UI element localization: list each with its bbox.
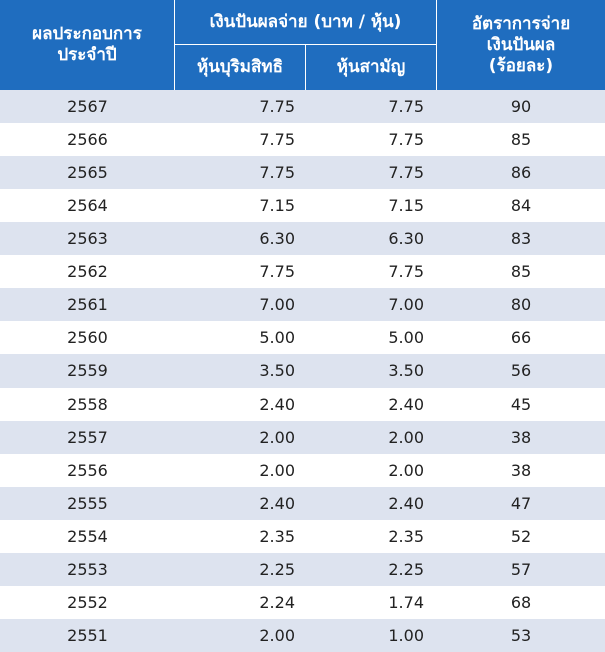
preferred-cell: 7.15 bbox=[259, 196, 295, 216]
table-row: 2564 7.15 7.15 84 bbox=[0, 189, 605, 222]
table-row: 2557 2.00 2.00 38 bbox=[0, 420, 605, 454]
common-cell: 7.15 bbox=[388, 196, 424, 216]
table-row: 2560 5.00 5.00 66 bbox=[0, 321, 605, 354]
common-cell: 7.00 bbox=[388, 295, 424, 315]
table-row: 2554 2.35 2.35 52 bbox=[0, 520, 605, 553]
table-row: 2566 7.75 7.75 85 bbox=[0, 123, 605, 156]
payout-cell: 57 bbox=[510, 559, 532, 579]
year-cell: 2555 bbox=[67, 493, 108, 513]
year-cell: 2563 bbox=[67, 229, 108, 249]
payout-cell: 83 bbox=[510, 229, 532, 249]
preferred-cell: 2.00 bbox=[259, 625, 295, 645]
preferred-cell: 2.00 bbox=[259, 460, 295, 480]
header-text: เงินปันผล bbox=[486, 34, 556, 55]
preferred-cell: 6.30 bbox=[259, 229, 295, 249]
preferred-cell: 7.75 bbox=[259, 130, 295, 150]
table-row: 2563 6.30 6.30 83 bbox=[0, 222, 605, 256]
table-row: 2567 7.75 7.75 90 bbox=[0, 90, 605, 124]
year-cell: 2564 bbox=[67, 196, 108, 216]
year-cell: 2553 bbox=[67, 559, 108, 579]
preferred-cell: 7.75 bbox=[259, 163, 295, 183]
header-text: (ร้อยละ) bbox=[488, 55, 554, 76]
common-cell: 7.75 bbox=[388, 262, 424, 282]
common-cell: 2.35 bbox=[388, 526, 424, 546]
payout-cell: 38 bbox=[510, 460, 532, 480]
common-cell: 2.40 bbox=[388, 493, 424, 513]
year-cell: 2565 bbox=[67, 163, 108, 183]
preferred-cell: 2.35 bbox=[259, 526, 295, 546]
table-row: 2558 2.40 2.40 45 bbox=[0, 388, 605, 421]
payout-cell: 47 bbox=[510, 493, 532, 513]
payout-cell: 52 bbox=[510, 526, 532, 546]
table-row: 2556 2.00 2.00 38 bbox=[0, 454, 605, 487]
common-cell: 1.00 bbox=[388, 625, 424, 645]
common-cell: 6.30 bbox=[388, 229, 424, 249]
preferred-cell: 2.24 bbox=[259, 592, 295, 612]
payout-cell: 84 bbox=[510, 196, 532, 216]
common-cell: 2.00 bbox=[388, 460, 424, 480]
year-cell: 2552 bbox=[67, 592, 108, 612]
common-cell: 7.75 bbox=[388, 130, 424, 150]
year-cell: 2556 bbox=[67, 460, 108, 480]
header-text: ประจำปี bbox=[57, 45, 117, 65]
table-row: 2559 3.50 3.50 56 bbox=[0, 354, 605, 388]
year-cell: 2559 bbox=[67, 361, 108, 381]
header-preferred: หุ้นบุริมสิทธิ bbox=[175, 45, 306, 90]
year-cell: 2562 bbox=[67, 262, 108, 282]
year-cell: 2551 bbox=[67, 625, 108, 645]
header-text: ผลประกอบการ bbox=[32, 24, 142, 44]
preferred-cell: 7.75 bbox=[259, 262, 295, 282]
table-row: 2565 7.75 7.75 86 bbox=[0, 156, 605, 190]
year-cell: 2560 bbox=[67, 328, 108, 348]
common-cell: 2.40 bbox=[388, 394, 424, 414]
common-cell: 1.74 bbox=[388, 592, 424, 612]
year-cell: 2554 bbox=[67, 526, 108, 546]
preferred-cell: 2.25 bbox=[259, 559, 295, 579]
payout-cell: 68 bbox=[510, 592, 532, 612]
table-row: 2553 2.25 2.25 57 bbox=[0, 552, 605, 586]
common-cell: 7.75 bbox=[388, 163, 424, 183]
common-cell: 5.00 bbox=[388, 328, 424, 348]
header-payout: อัตราการจ่าย เงินปันผล (ร้อยละ) bbox=[437, 0, 605, 90]
preferred-cell: 7.75 bbox=[259, 97, 295, 116]
header-common: หุ้นสามัญ bbox=[306, 45, 437, 90]
payout-cell: 38 bbox=[510, 427, 532, 447]
table-row: 2561 7.00 7.00 80 bbox=[0, 288, 605, 322]
common-cell: 3.50 bbox=[388, 361, 424, 381]
payout-cell: 86 bbox=[510, 163, 532, 183]
payout-cell: 66 bbox=[510, 328, 532, 348]
common-cell: 2.00 bbox=[388, 427, 424, 447]
year-cell: 2558 bbox=[67, 394, 108, 414]
table-row: 2551 2.00 1.00 53 bbox=[0, 618, 605, 652]
payout-cell: 90 bbox=[510, 97, 532, 116]
common-cell: 2.25 bbox=[388, 559, 424, 579]
payout-cell: 85 bbox=[510, 130, 532, 150]
payout-cell: 85 bbox=[510, 262, 532, 282]
year-cell: 2566 bbox=[67, 130, 108, 150]
year-cell: 2557 bbox=[67, 427, 108, 447]
preferred-cell: 5.00 bbox=[259, 328, 295, 348]
preferred-cell: 7.00 bbox=[259, 295, 295, 315]
payout-cell: 45 bbox=[510, 394, 532, 414]
common-cell: 7.75 bbox=[388, 97, 424, 116]
header-year: ผลประกอบการ ประจำปี bbox=[0, 0, 175, 90]
year-cell: 2561 bbox=[67, 295, 108, 315]
header-text: อัตราการจ่าย bbox=[471, 13, 571, 34]
header-dividend: เงินปันผลจ่าย (บาท / หุ้น) bbox=[175, 0, 437, 45]
preferred-cell: 2.00 bbox=[259, 427, 295, 447]
table-row: 2555 2.40 2.40 47 bbox=[0, 486, 605, 520]
preferred-cell: 2.40 bbox=[259, 394, 295, 414]
table-row: 2562 7.75 7.75 85 bbox=[0, 255, 605, 288]
payout-cell: 53 bbox=[510, 625, 532, 645]
preferred-cell: 3.50 bbox=[259, 361, 295, 381]
payout-cell: 80 bbox=[510, 295, 532, 315]
year-cell: 2567 bbox=[67, 97, 108, 116]
payout-cell: 56 bbox=[510, 361, 532, 381]
table-row: 2552 2.24 1.74 68 bbox=[0, 586, 605, 619]
preferred-cell: 2.40 bbox=[259, 493, 295, 513]
